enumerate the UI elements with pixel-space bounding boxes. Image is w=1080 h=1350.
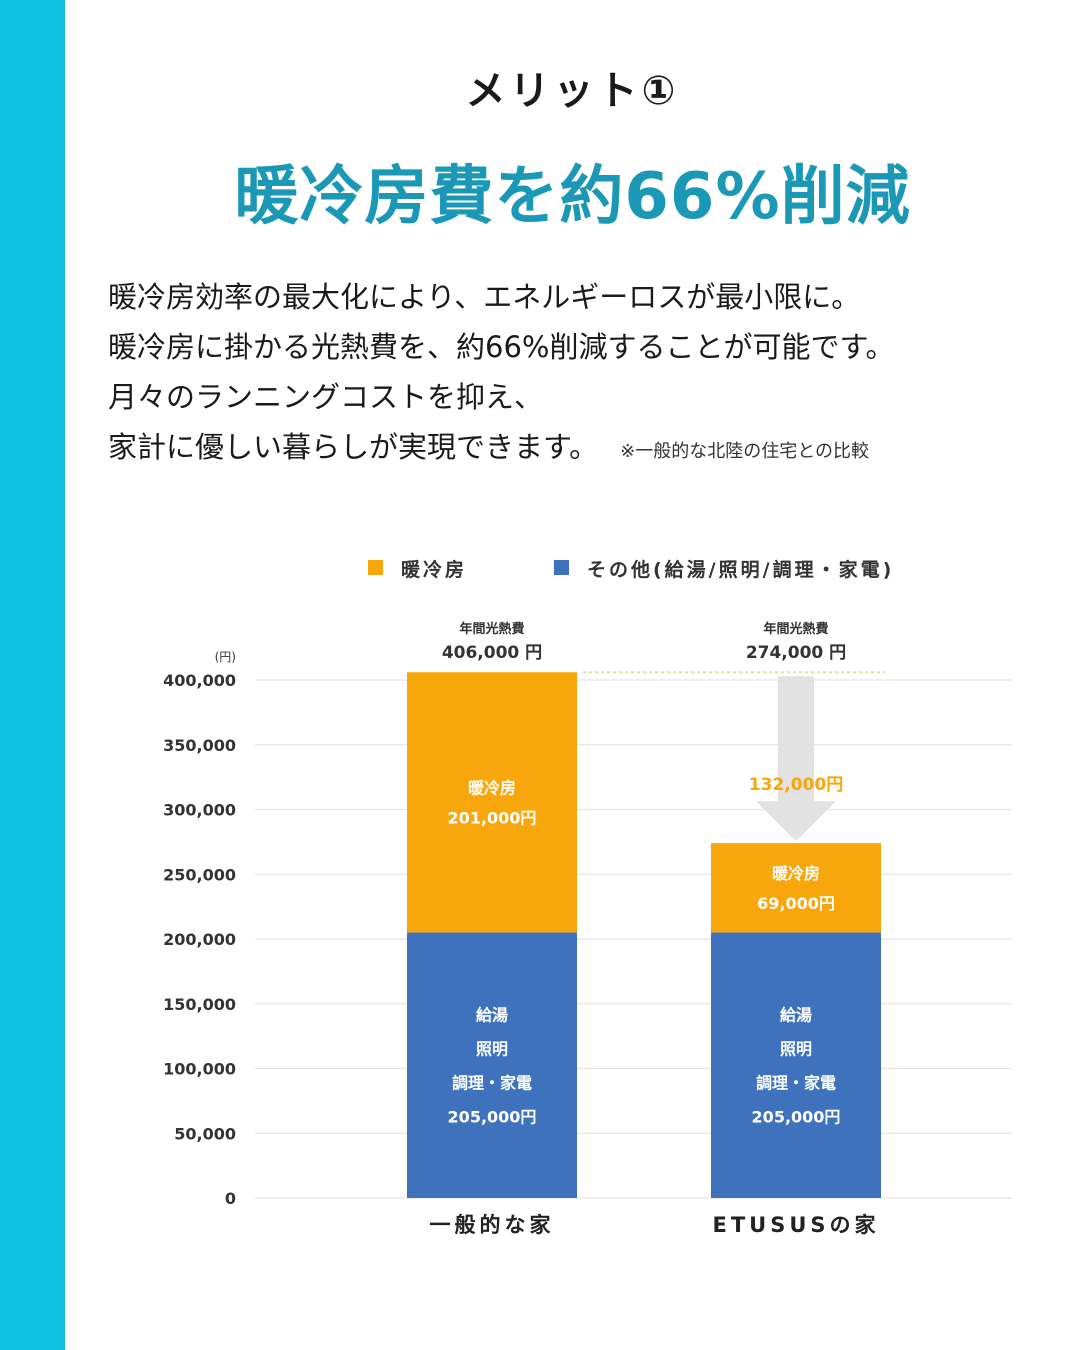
body-line-4-text: 家計に優しい暮らしが実現できます。 xyxy=(108,430,599,464)
reduction-arrow xyxy=(756,676,836,842)
y-tick-label: 350,000 xyxy=(163,736,236,755)
legend-swatch xyxy=(368,560,383,575)
y-tick-label: 50,000 xyxy=(174,1124,236,1143)
body-line-3: 月々のランニングコストを抑え、 xyxy=(108,380,544,414)
legend-swatch xyxy=(554,560,569,575)
y-tick-label: 300,000 xyxy=(163,801,236,820)
bar-data-label: 給湯 xyxy=(476,1005,508,1024)
bar-segment xyxy=(711,932,881,1198)
bar-data-label: 照明 xyxy=(476,1039,508,1058)
bar-data-label: 205,000円 xyxy=(448,1107,537,1126)
bar-data-label: 201,000円 xyxy=(448,808,537,827)
y-tick-label: 400,000 xyxy=(163,671,236,690)
y-tick-label: 250,000 xyxy=(163,865,236,884)
bar-segment xyxy=(407,932,577,1198)
total-value: 274,000 円 xyxy=(746,643,846,663)
body-text: 暖冷房効率の最大化により、エネルギーロスが最小限に。 暖冷房に掛かる光熱費を、約… xyxy=(108,272,1068,477)
bar-data-label: 暖冷房 xyxy=(468,778,516,797)
total-value: 406,000 円 xyxy=(442,643,542,663)
accent-side-bar xyxy=(0,0,65,1350)
bar-data-label: 暖冷房 xyxy=(772,864,820,883)
y-tick-label: 200,000 xyxy=(163,930,236,949)
bar-segment xyxy=(711,843,881,933)
body-line-2: 暖冷房に掛かる光熱費を、約66%削減することが可能です。 xyxy=(108,330,895,364)
comparison-note: ※一般的な北陸の住宅との比較 xyxy=(620,441,870,462)
y-tick-label: 0 xyxy=(225,1189,236,1208)
eyebrow-title: メリット① xyxy=(465,68,680,114)
legend-label: その他(給湯/照明/調理・家電) xyxy=(587,558,894,581)
bar-data-label: 照明 xyxy=(780,1039,812,1058)
y-tick-label: 100,000 xyxy=(163,1060,236,1079)
x-category-label: ETUSUSの家 xyxy=(712,1213,879,1237)
bar-data-label: 調理・家電 xyxy=(756,1073,836,1092)
bar-data-label: 給湯 xyxy=(780,1005,812,1024)
bar-data-label: 調理・家電 xyxy=(452,1073,532,1092)
headline: 暖冷房費を約66%削減 xyxy=(234,160,911,234)
body-line-1: 暖冷房効率の最大化により、エネルギーロスが最小限に。 xyxy=(108,280,861,314)
body-line-4: 家計に優しい暮らしが実現できます。 ※一般的な北陸の住宅との比較 xyxy=(108,422,1068,477)
y-unit-label: (円) xyxy=(215,650,236,664)
legend-label: 暖冷房 xyxy=(401,558,467,581)
y-tick-label: 150,000 xyxy=(163,995,236,1014)
x-category-label: 一般的な家 xyxy=(430,1213,555,1237)
total-caption: 年間光熱費 xyxy=(459,621,524,637)
bar-segment xyxy=(407,672,577,933)
total-caption: 年間光熱費 xyxy=(763,621,828,637)
bar-data-label: 69,000円 xyxy=(757,894,835,913)
bar-data-label: 205,000円 xyxy=(752,1107,841,1126)
reduction-label: 132,000円 xyxy=(749,775,843,795)
